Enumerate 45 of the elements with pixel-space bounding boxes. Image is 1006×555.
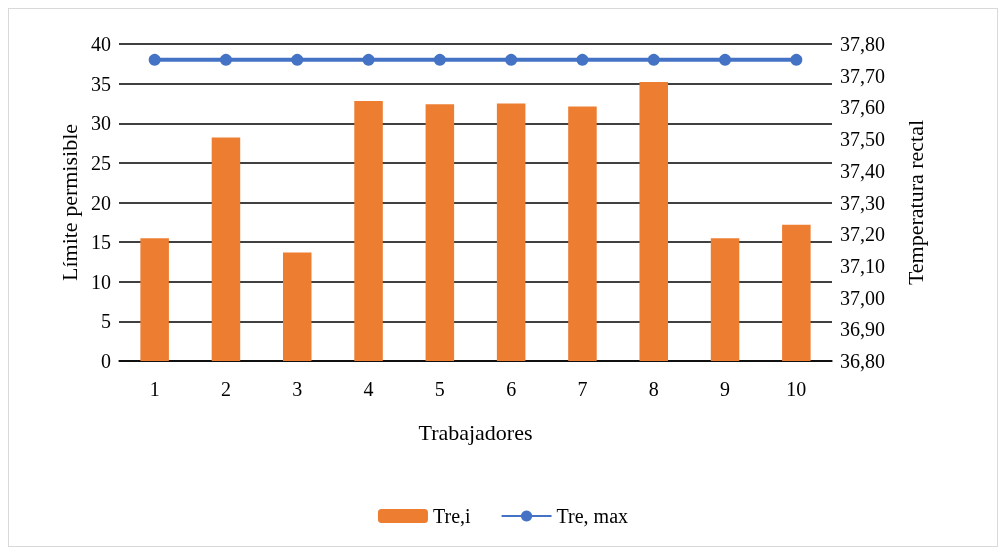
y2-tick-label: 37,20	[840, 223, 885, 246]
bar	[425, 104, 455, 361]
y2-axis-title: Temperatura rectal	[902, 119, 928, 286]
y-tick-label: 35	[91, 72, 111, 95]
y-tick-label: 10	[91, 270, 111, 293]
x-tick-label: 8	[648, 378, 659, 400]
y2-tick-label: 37,40	[840, 159, 885, 182]
y-tick-label: 20	[91, 191, 111, 214]
x-tick-label: 4	[363, 378, 374, 400]
y2-tick-label: 36,90	[840, 318, 885, 341]
y-axis-title: Límite permisible	[56, 123, 82, 282]
bar	[568, 106, 597, 361]
y2-tick-label: 37,30	[840, 191, 885, 214]
x-tick-label: 6	[506, 378, 517, 400]
x-tick-label: 10	[786, 378, 807, 400]
x-tick-label: 1	[149, 378, 160, 400]
x-axis-title: Trabajadores	[418, 419, 533, 445]
y2-tick-label: 37,00	[840, 286, 885, 309]
bar	[282, 252, 312, 361]
legend-label: Tre,i	[432, 505, 471, 527]
y2-tick-label: 36,80	[840, 350, 885, 372]
bar	[354, 101, 383, 361]
x-tick-label: 5	[434, 378, 445, 400]
bar	[211, 137, 241, 361]
bar	[710, 238, 740, 361]
x-tick-label: 7	[577, 378, 588, 400]
x-tick-label: 3	[292, 378, 303, 400]
x-tick-label: 2	[220, 378, 231, 400]
y-tick-label: 0	[101, 350, 111, 372]
y-tick-label: 15	[91, 231, 111, 254]
y-tick-label: 25	[91, 151, 111, 174]
y2-tick-label: 37,10	[840, 254, 885, 277]
y-tick-label: 5	[101, 310, 111, 333]
legend-label: Tre, max	[556, 505, 629, 527]
y2-tick-label: 37,60	[840, 96, 885, 119]
bar	[496, 103, 526, 361]
x-tick-label: 9	[720, 378, 731, 400]
bar	[140, 238, 169, 361]
bar	[639, 82, 669, 361]
y2-tick-label: 37,50	[840, 128, 885, 151]
bar	[782, 224, 811, 361]
y-tick-label: 40	[91, 33, 111, 55]
y2-tick-label: 37,70	[840, 64, 885, 87]
y-tick-label: 30	[91, 112, 111, 135]
y2-tick-label: 37,80	[840, 33, 885, 55]
